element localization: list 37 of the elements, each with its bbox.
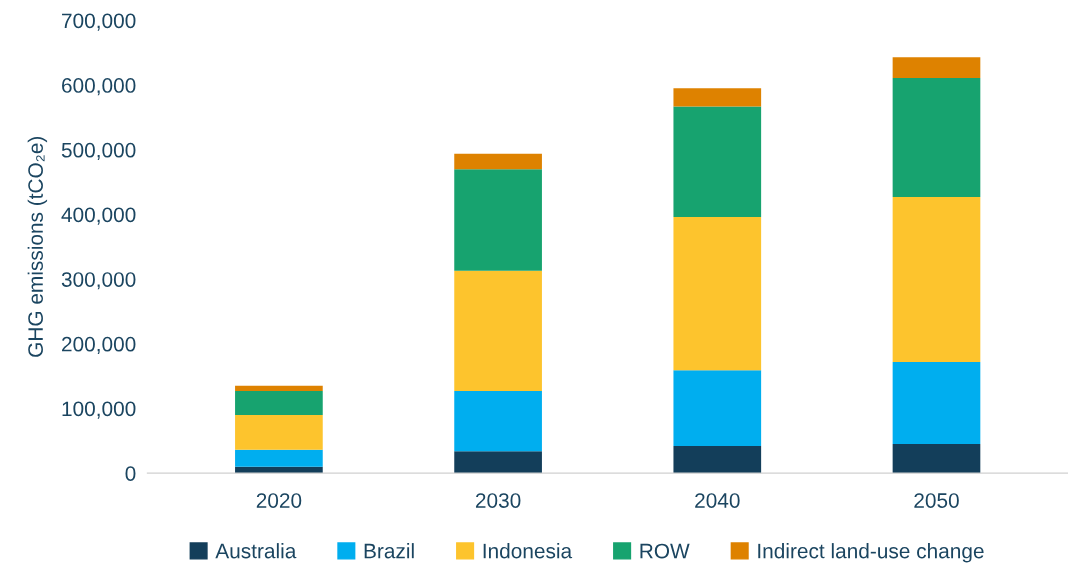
bar (235, 414, 323, 450)
y-tick-label: 200,000 (62, 336, 136, 355)
y-tick-label: 500,000 (61, 142, 136, 160)
y-tick-label: 0 (125, 466, 136, 481)
bar (673, 370, 762, 446)
legend-label: Indonesia (483, 543, 573, 559)
bar (454, 451, 542, 474)
bar (892, 197, 981, 362)
bar (235, 449, 323, 467)
y-tick-label: 400,000 (61, 207, 136, 225)
x-tick-label: 2040 (695, 493, 740, 508)
bar (235, 385, 323, 392)
bar (454, 391, 542, 452)
legend-label: Brazil (364, 543, 414, 559)
legend-label: ROW (640, 543, 690, 559)
bar (454, 169, 542, 271)
legend-label: Indirect land-use change (758, 543, 984, 563)
x-tick-label: 2030 (475, 493, 521, 508)
bar (673, 217, 762, 371)
bar (673, 445, 762, 474)
y-axis-title: GHG emissions (tCO₂e) (27, 136, 48, 357)
bar (892, 78, 981, 197)
bar (892, 444, 981, 474)
y-tick-label: 600,000 (62, 78, 136, 96)
bar (673, 106, 762, 218)
bar (892, 57, 981, 79)
y-tick-label: 300,000 (61, 272, 136, 290)
bar (454, 270, 542, 392)
bar (892, 361, 981, 445)
x-tick-label: 2020 (256, 493, 302, 508)
x-tick-label: 2050 (914, 493, 959, 508)
y-tick-label: 700,000 (62, 13, 136, 31)
legend-label: Australia (215, 543, 297, 559)
bar (235, 391, 323, 415)
bar (454, 153, 542, 170)
bar (673, 88, 762, 107)
y-tick-label: 100,000 (62, 401, 136, 419)
